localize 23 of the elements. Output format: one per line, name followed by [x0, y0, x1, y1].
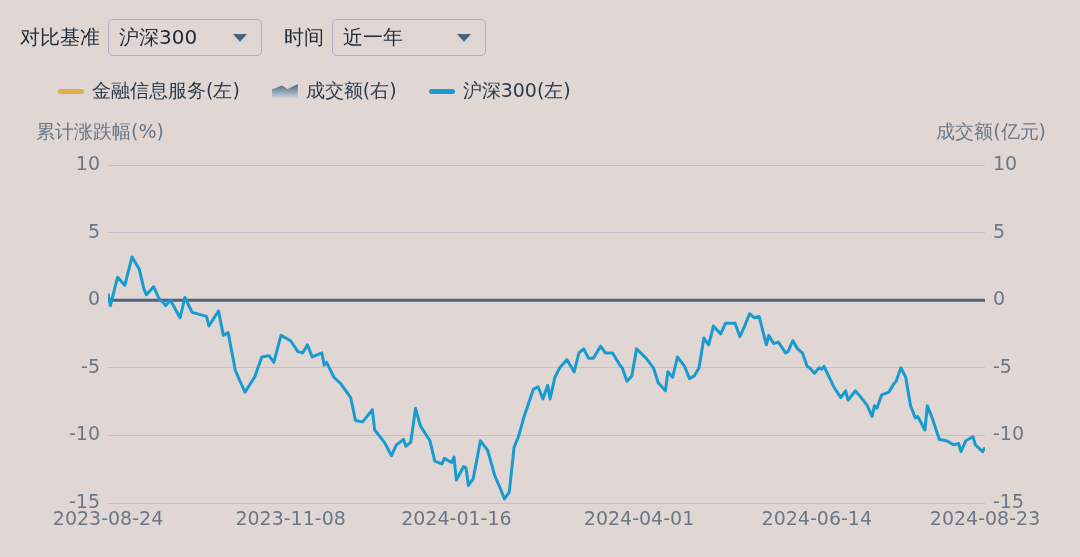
legend-label: 沪深300(左) — [462, 78, 571, 103]
text: 沪深300 — [119, 24, 198, 51]
text: 对比基准 — [20, 24, 100, 51]
y2-tick-label: -5 — [993, 354, 1012, 377]
y-tick-label: -10 — [68, 422, 100, 445]
y2-tick-label: 5 — [993, 219, 1006, 242]
y2-tick-label: 10 — [993, 151, 1018, 174]
y-axis-title: 累计涨跌幅(%) — [36, 119, 164, 142]
legend-label: 金融信息服务(左) — [92, 78, 240, 103]
y-tick-label: 0 — [87, 287, 100, 310]
y-tick-label: -5 — [81, 354, 100, 377]
y2-tick-label: -10 — [993, 422, 1025, 445]
x-tick-label: 2024-04-01 — [583, 507, 695, 530]
legend-label: 成交额(右) — [305, 78, 397, 103]
text: 近一年 — [343, 24, 403, 51]
y-tick-label: 5 — [87, 219, 100, 242]
text: 时间 — [284, 24, 324, 51]
y2-axis-title: 成交额(亿元) — [936, 119, 1046, 142]
x-tick-label: 2024-01-16 — [401, 507, 512, 530]
x-tick-label: 2024-06-14 — [761, 507, 873, 530]
y-tick-label: 10 — [75, 151, 100, 174]
y2-tick-label: 0 — [993, 287, 1006, 310]
x-tick-label: 2023-11-08 — [235, 507, 346, 530]
